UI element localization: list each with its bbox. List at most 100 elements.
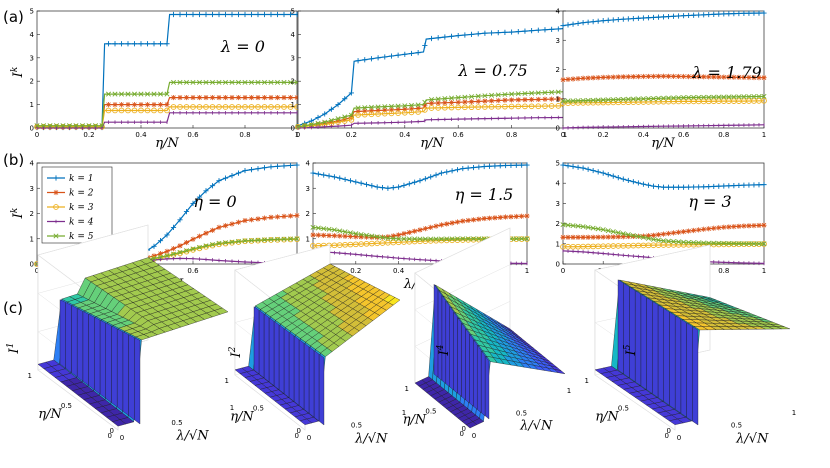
marker-star (670, 230, 677, 236)
marker-plus (488, 30, 495, 36)
marker-x (726, 240, 732, 246)
marker-star (565, 234, 571, 240)
marker-star (492, 215, 498, 221)
marker-star (497, 214, 503, 221)
x-tick-label: 0.2 (346, 131, 357, 139)
x-tick-label: 0.6 (187, 267, 199, 275)
marker-x (691, 240, 697, 246)
marker-circle (442, 104, 448, 111)
marker-circle (229, 104, 235, 110)
marker-x (281, 79, 287, 85)
marker-x (190, 79, 196, 85)
marker-plus (268, 164, 274, 170)
marker-plus (406, 181, 412, 187)
marker-star (620, 74, 626, 80)
marker-x (590, 97, 596, 103)
marker-plus (645, 182, 652, 188)
marker-plus (635, 15, 641, 21)
marker-plus (465, 165, 471, 171)
marker-plus (686, 12, 692, 19)
z-axis-label: I1 (6, 343, 22, 355)
marker-star (570, 76, 576, 82)
marker-plus (635, 180, 641, 186)
marker-x (348, 112, 354, 118)
marker-plus (736, 10, 742, 17)
y-tick-label: 1 (30, 101, 34, 109)
marker-plus (665, 184, 672, 190)
marker-x (321, 226, 327, 232)
marker-x (382, 104, 388, 110)
marker-circle (274, 104, 281, 110)
marker-plus (640, 181, 646, 187)
marker-circle (164, 107, 170, 114)
marker-plus (706, 11, 712, 18)
marker-star (449, 220, 455, 226)
marker-star (402, 106, 408, 112)
chart-b1: 00.20.40.60.8101234λ/√NIkη = 0k = 1k = 2… (10, 160, 300, 292)
marker-x (92, 123, 99, 129)
marker-x (235, 79, 242, 85)
marker-circle (235, 104, 242, 110)
marker-plus (442, 34, 448, 40)
marker-star (385, 234, 391, 240)
marker-x (751, 94, 757, 100)
marker-x (216, 79, 222, 85)
marker-x (605, 228, 611, 234)
marker-plus (242, 11, 248, 18)
marker-x (615, 96, 621, 102)
marker-plus (751, 182, 757, 188)
marker-circle (761, 97, 767, 104)
marker-star (248, 217, 255, 223)
marker-x (444, 236, 450, 242)
marker-plus (261, 165, 268, 171)
marker-plus (321, 172, 327, 178)
marker-plus (761, 10, 767, 16)
marker-star (442, 100, 448, 106)
marker-x (368, 104, 374, 110)
surface-curtain (105, 322, 112, 403)
marker-circle (348, 116, 355, 123)
marker-star (488, 98, 495, 104)
marker-x (615, 230, 621, 236)
marker-star (322, 120, 328, 126)
marker-star (650, 232, 657, 238)
marker-star (502, 97, 508, 103)
marker-star (190, 94, 196, 101)
marker-plus (454, 167, 461, 173)
marker-x (287, 236, 294, 242)
marker-x (170, 79, 177, 85)
marker-x (691, 94, 697, 100)
marker-plus (519, 162, 525, 168)
marker-star (565, 76, 571, 82)
marker-star (460, 218, 466, 224)
marker-circle (388, 110, 395, 117)
marker-star (125, 102, 131, 108)
marker-plus (248, 11, 255, 18)
marker-circle (375, 111, 381, 117)
marker-star (470, 217, 477, 223)
marker-star (422, 103, 428, 109)
marker-plus (486, 163, 493, 169)
marker-plus (428, 174, 434, 180)
y-tick-label: 2 (556, 66, 560, 74)
marker-circle (395, 239, 402, 246)
marker-star (428, 100, 435, 106)
marker-star (222, 223, 229, 229)
marker-plus (347, 178, 354, 184)
marker-star (412, 228, 418, 234)
marker-circle (462, 104, 468, 111)
marker-plus (328, 106, 334, 112)
y-tick-label: 4 (556, 180, 561, 188)
marker-plus (655, 14, 662, 20)
y-tick-label: 5 (30, 8, 34, 16)
marker-star (382, 107, 388, 113)
marker-circle (428, 105, 435, 111)
marker-circle (379, 240, 386, 246)
marker-x (590, 225, 596, 231)
marker-x (131, 91, 138, 97)
marker-x (635, 96, 641, 102)
marker-x (676, 95, 682, 101)
x-tick-label: 0 (307, 434, 311, 442)
marker-star (363, 234, 370, 240)
surface-curtain (122, 331, 129, 416)
